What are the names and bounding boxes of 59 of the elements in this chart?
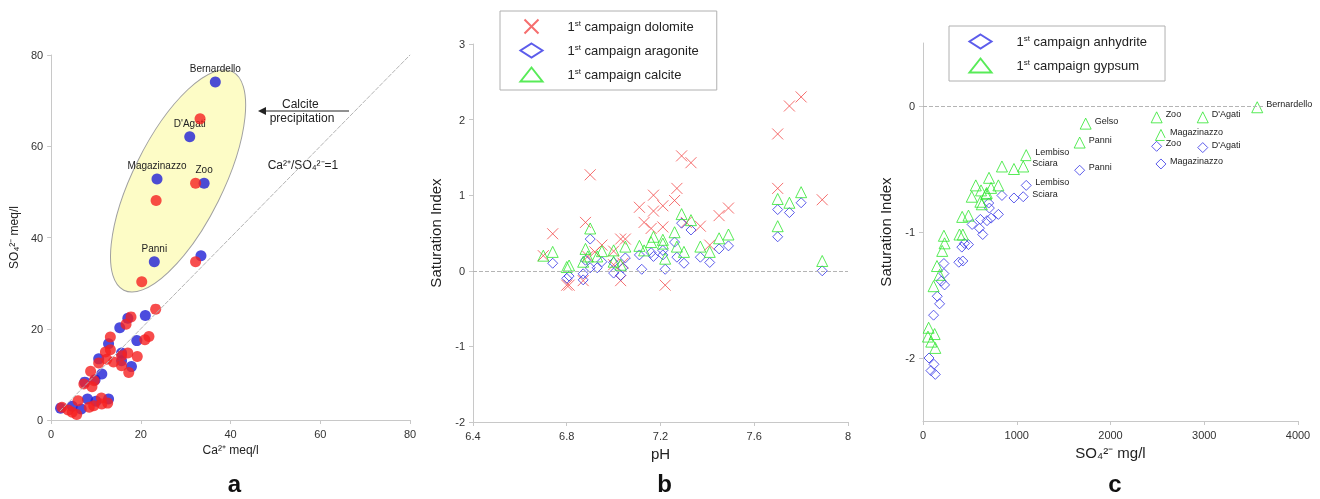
annotation: Sciara [1032, 158, 1058, 169]
text: c [1108, 469, 1122, 497]
annotation: Zoo [1165, 109, 1182, 120]
y-tick-label: 60 [30, 140, 44, 153]
annotation: Bernardello [189, 62, 242, 74]
x-tick-label: 0 [48, 427, 55, 440]
x-tick-label: 2000 [1098, 428, 1123, 441]
x-tick-label: 40 [224, 427, 237, 440]
x-axis-title: pH [650, 444, 671, 462]
y-axis-title: Saturation Index [877, 176, 894, 287]
x-tick-label: 6.4 [465, 429, 481, 442]
y-tick-label: -1 [905, 226, 915, 238]
annotation: Bernardello [1266, 99, 1313, 110]
x-tick-label: 60 [314, 427, 327, 440]
y-tick-label: 40 [30, 231, 44, 244]
y-tick-label: -2 [455, 416, 465, 428]
text: a [227, 469, 242, 497]
y-tick-label: 0 [37, 414, 44, 426]
y-tick-label: 0 [458, 264, 465, 277]
annotation: Gelso [1094, 115, 1119, 126]
annotation: Calcite precipitation [269, 97, 335, 125]
x-axis-title: Ca²⁺ meq/l [202, 442, 259, 457]
y-tick-label: 2 [458, 113, 465, 126]
x-tick-label: 1000 [1004, 428, 1029, 441]
annotation: D'Agati [1211, 109, 1241, 120]
annotation: Panni [141, 242, 168, 254]
x-tick-label: 7.6 [746, 429, 762, 442]
y-tick-label: 3 [458, 38, 465, 50]
annotation: D'Agati [1211, 139, 1241, 150]
annotation: Lembiso [1035, 147, 1070, 158]
x-tick-label: 20 [134, 427, 147, 440]
annotation: Magazinazzo [1169, 126, 1223, 137]
x-tick-label: 6.8 [559, 429, 575, 442]
annotation: Zoo [195, 164, 214, 176]
annotation: Ca²⁺/SO₄²⁻=1 [267, 158, 339, 172]
y-tick-label: 0 [908, 100, 915, 112]
annotation: Magazinazzo [127, 160, 187, 172]
x-tick-label: 4000 [1285, 428, 1311, 441]
y-tick-label: 80 [30, 49, 44, 61]
annotation: Magazinazzo [1169, 155, 1223, 166]
x-tick-label: 0 [919, 428, 927, 441]
y-tick-label: -1 [455, 340, 465, 353]
y-axis-title: Saturation Index [427, 177, 444, 288]
x-tick-label: 8 [844, 429, 852, 442]
annotation: Sciara [1032, 188, 1058, 199]
y-tick-label: 20 [30, 322, 44, 335]
annotation: Zoo [1165, 138, 1182, 149]
annotation: D'Agati [173, 117, 206, 129]
x-tick-label: 3000 [1192, 428, 1217, 441]
x-tick-label: 80 [403, 427, 417, 440]
y-axis-title: SO₄²⁻ meq/l [7, 206, 21, 269]
annotation: Panni [1088, 134, 1112, 145]
annotation: Panni [1088, 162, 1112, 173]
x-tick-label: 7.2 [652, 429, 669, 442]
text: b [657, 469, 672, 497]
x-axis-title: SO₄²⁻ mg/l [1075, 443, 1146, 461]
annotation: Lembiso [1035, 177, 1070, 188]
y-tick-label: -2 [905, 352, 915, 364]
y-tick-label: 1 [458, 189, 465, 202]
